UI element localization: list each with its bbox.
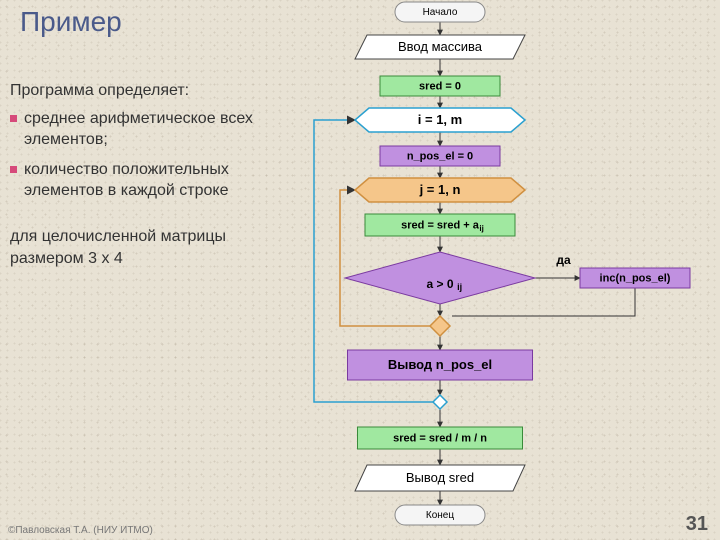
svg-text:sred = sred + a: sred = sred + a [401,219,480,231]
svg-text:Вывод sred: Вывод sred [406,470,474,485]
svg-text:sred = 0: sred = 0 [419,80,461,92]
svg-text:Вывод n_pos_el: Вывод n_pos_el [388,357,492,372]
svg-text:да: да [556,253,571,267]
svg-text:ij: ij [457,282,462,292]
svg-text:j = 1, n: j = 1, n [419,182,461,197]
flowchart-svg: да Начало Ввод массива sred = 0 i = 1, m n_po… [0,0,720,540]
svg-text:Ввод массива: Ввод массива [398,39,483,54]
svg-text:sred = sred / m / n: sred = sred / m / n [393,432,487,444]
svg-text:Конец: Конец [426,510,454,521]
svg-text:i = 1, m: i = 1, m [418,112,462,127]
svg-text:a > 0: a > 0 [426,277,453,291]
svg-text:ij: ij [479,224,483,233]
svg-text:n_pos_el = 0: n_pos_el = 0 [407,150,473,162]
svg-text:Начало: Начало [423,7,458,18]
svg-text:inc(n_pos_el): inc(n_pos_el) [600,272,671,284]
